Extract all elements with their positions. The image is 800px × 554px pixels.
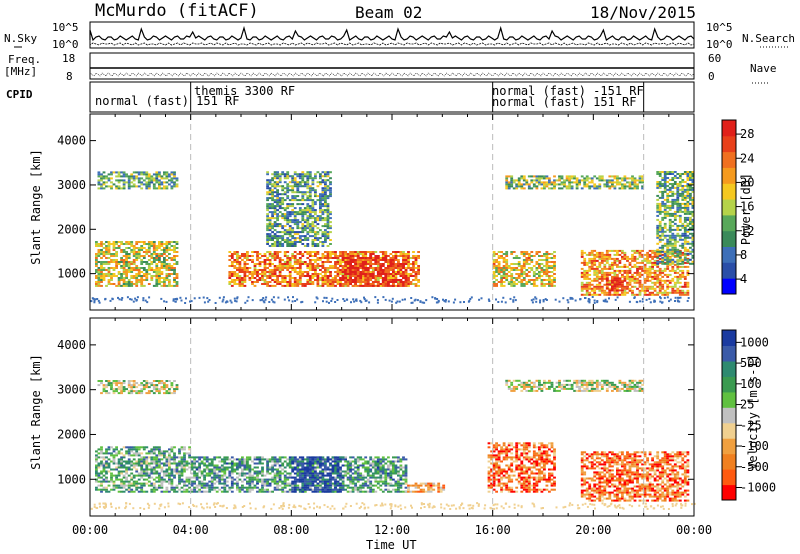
power-colorbar-tick-label: 4 xyxy=(740,272,747,286)
power-colorbar-swatch xyxy=(722,199,736,216)
velocity-colorbar-swatch xyxy=(722,391,736,408)
nsky-label: N.Sky xyxy=(4,32,38,45)
power-colorbar-tick-label: 16 xyxy=(740,200,754,214)
velocity-colorbar-tick-label: -100 xyxy=(740,439,769,453)
freq-tick-low: 8 xyxy=(66,70,73,83)
power-colorbar-swatch xyxy=(722,230,736,247)
velocity-colorbar-tick-label: -500 xyxy=(740,460,769,474)
velocity-region-5 xyxy=(580,451,690,502)
velocity-colorbar-swatch xyxy=(722,469,736,486)
x-tick-label: 12:00 xyxy=(374,523,410,537)
velocity-colorbar-tick-label: 1000 xyxy=(740,335,769,349)
velocity-region-3 xyxy=(97,380,179,395)
x-tick-label: 00:00 xyxy=(676,523,712,537)
cpid-segment-label-2: themis 3300 RF xyxy=(194,84,296,98)
y-tick-label: 3000 xyxy=(57,383,86,397)
noise-tick-right-low: 10^0 xyxy=(706,38,733,51)
y-tick-label: 1000 xyxy=(57,267,86,281)
power-region-0 xyxy=(95,241,179,287)
x-tick-label: 16:00 xyxy=(475,523,511,537)
station-title: McMurdo (fitACF) xyxy=(95,1,259,21)
power-region-3 xyxy=(97,171,179,190)
power-region-4 xyxy=(266,171,332,247)
velocity-colorbar-swatch xyxy=(722,376,736,393)
power-region-5 xyxy=(492,251,556,287)
y-tick-label: 4000 xyxy=(57,338,86,352)
velocity-colorbar-swatch xyxy=(722,484,736,501)
nave-tick-high: 60 xyxy=(708,52,722,65)
nave-line xyxy=(89,72,695,77)
power-colorbar-swatch xyxy=(722,167,736,184)
velocity-region-7 xyxy=(404,482,446,493)
power-colorbar-tick-label: 20 xyxy=(740,175,754,189)
noise-tick-right-high: 10^5 xyxy=(706,21,733,34)
power-colorbar-swatch xyxy=(722,214,736,232)
y-tick-label: 3000 xyxy=(57,178,86,192)
velocity-colorbar-swatch xyxy=(722,438,736,455)
velocity-colorbar-frame xyxy=(721,329,737,501)
x-tick-label: 08:00 xyxy=(273,523,309,537)
y-tick-label: 1000 xyxy=(57,472,86,486)
x-tick-label: 20:00 xyxy=(575,523,611,537)
x-tick-label: 00:00 xyxy=(72,523,108,537)
cpid-segment-label-1: normal (fast) 151 RF xyxy=(95,94,240,108)
noise-tick-left-high: 10^5 xyxy=(52,21,79,34)
cpid-segment-label-3: normal (fast) -151 RF xyxy=(492,84,644,98)
nave-label: Nave xyxy=(750,62,777,75)
freq-tick-high: 18 xyxy=(62,52,76,65)
power-region-9 xyxy=(656,171,695,265)
cpid-label: CPID xyxy=(6,88,33,101)
power-colorbar-swatch xyxy=(722,120,736,137)
velocity-region-0 xyxy=(95,446,191,493)
velocity-colorbar-swatch xyxy=(722,345,736,362)
noise-panel-frame xyxy=(89,21,695,49)
velocity-region-4 xyxy=(487,442,556,493)
power-region-8 xyxy=(505,175,644,190)
power-colorbar-swatch xyxy=(722,246,736,263)
y-tick-label: 4000 xyxy=(57,134,86,148)
velocity-colorbar-tick-label: -1000 xyxy=(740,480,776,494)
velocity-colorbar-swatch xyxy=(722,422,736,439)
noise-tick-left-low: 10^0 xyxy=(52,38,79,51)
date-title: 18/Nov/2015 xyxy=(590,3,696,22)
power-region-2 xyxy=(341,255,408,287)
x-axis-label: Time UT xyxy=(366,538,417,552)
power-colorbar-swatch xyxy=(722,183,736,200)
freq-unit-label: [MHz] xyxy=(4,65,38,78)
y-tick-label: 2000 xyxy=(57,222,86,236)
velocity-colorbar-swatch xyxy=(722,407,736,424)
y-tick-label: 2000 xyxy=(57,427,86,441)
velocity-colorbar-tick-label: 25 xyxy=(740,398,754,412)
power-colorbar-swatch xyxy=(722,151,736,168)
velocity-colorbar-tick-label: 100 xyxy=(740,377,762,391)
nave-tick-low: 0 xyxy=(708,70,715,83)
freq-label: Freq. xyxy=(8,53,42,66)
power-colorbar-tick-label: 12 xyxy=(740,224,754,238)
velocity-colorbar-swatch xyxy=(722,330,736,346)
velocity-region-6 xyxy=(505,379,644,392)
velocity-colorbar-tick-label: -25 xyxy=(740,418,762,432)
cpid-segment-label-4: normal (fast) 151 RF xyxy=(492,95,637,109)
x-tick-label: 04:00 xyxy=(173,523,209,537)
power-colorbar-tick-label: 8 xyxy=(740,248,747,262)
nsearch-line xyxy=(89,42,695,46)
power-colorbar-swatch xyxy=(722,135,736,153)
velocity-colorbar-tick-label: 500 xyxy=(740,356,762,370)
nsearch-label: N.Search xyxy=(742,32,795,45)
velocity-colorbar-swatch xyxy=(722,453,736,470)
power-colorbar-tick-label: 28 xyxy=(740,127,754,141)
power-colorbar-tick-label: 24 xyxy=(740,151,754,165)
power-colorbar-swatch xyxy=(722,262,736,279)
beam-title: Beam 02 xyxy=(355,3,423,22)
velocity-region-2 xyxy=(291,456,345,493)
power-colorbar-swatch xyxy=(722,278,736,295)
cpid-panel-frame xyxy=(89,81,695,113)
velocity-colorbar-swatch xyxy=(722,360,736,377)
freq-panel-frame xyxy=(89,52,695,80)
nsky-line xyxy=(89,25,695,42)
power-region-7 xyxy=(605,277,624,292)
